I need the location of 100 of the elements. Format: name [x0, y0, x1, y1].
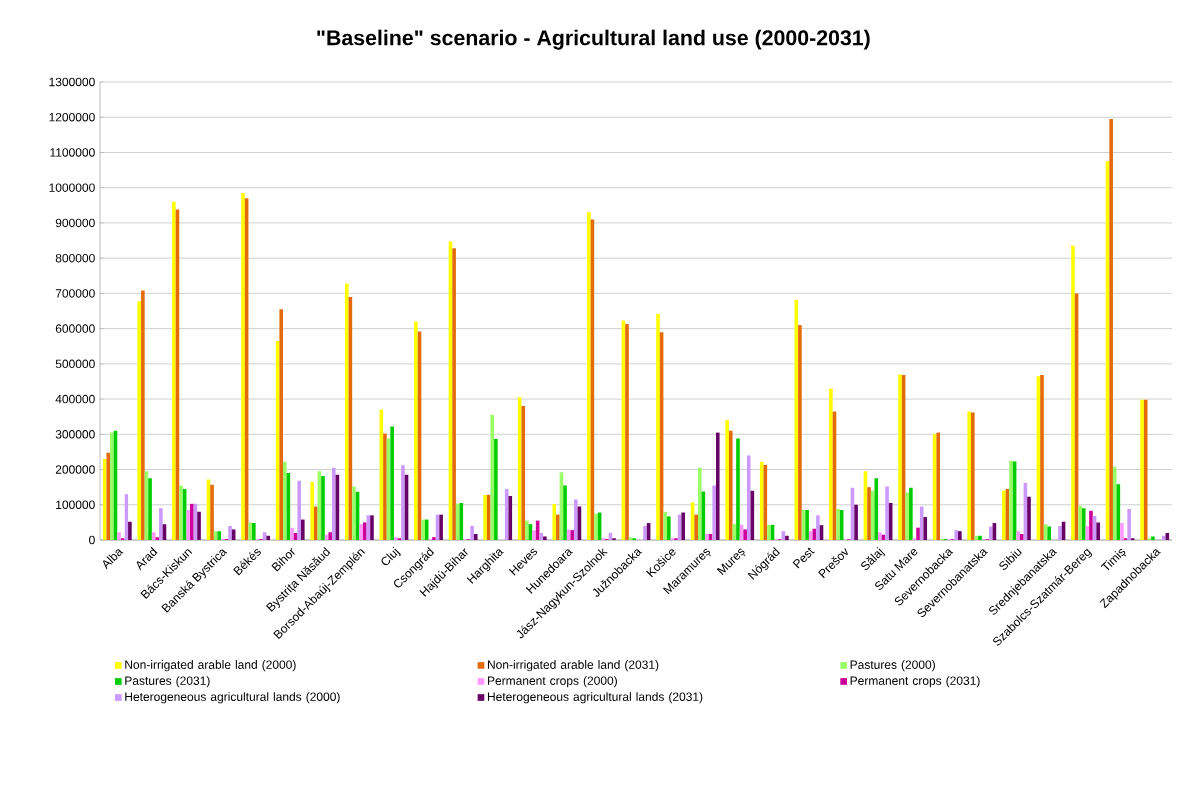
bar: [836, 509, 840, 540]
bar: [508, 495, 513, 540]
bar: [798, 325, 802, 540]
bar: [829, 388, 833, 540]
legend-label: Permanent crops (2031): [850, 676, 980, 688]
bar: [197, 511, 201, 540]
bar: [628, 537, 633, 540]
bar: [359, 524, 363, 540]
bar: [574, 499, 578, 540]
bar: [767, 524, 771, 540]
bar: [808, 531, 813, 540]
bar: [228, 525, 232, 540]
bar: [681, 512, 685, 540]
x-tick-label: Alba: [103, 549, 124, 570]
legend-label: Permanent crops (2000): [487, 676, 617, 688]
bar: [310, 481, 314, 540]
bar: [898, 374, 902, 540]
bar: [210, 484, 214, 540]
bar: [643, 525, 647, 540]
legend-label: Non-irrigated arable land (2000): [125, 660, 296, 672]
bar: [452, 248, 456, 540]
bar: [1120, 523, 1124, 540]
bar: [967, 411, 972, 540]
bar: [424, 519, 429, 540]
bar: [570, 530, 575, 540]
bar: [736, 438, 740, 540]
bar: [290, 527, 294, 540]
bar: [1078, 505, 1082, 540]
bar: [1151, 536, 1155, 540]
bar: [266, 535, 271, 540]
bar: [393, 537, 398, 540]
bar: [473, 534, 478, 540]
bar: [854, 504, 858, 540]
bar: [117, 532, 121, 540]
legend-label: Pastures (2000): [850, 660, 935, 672]
bar: [587, 212, 591, 540]
bar: [666, 516, 671, 540]
bar: [905, 492, 910, 540]
legend-label: Heterogeneous agricultural lands (2000): [125, 692, 340, 704]
bar: [1027, 496, 1031, 540]
bar: [141, 290, 145, 540]
bar: [321, 475, 325, 540]
bar: [439, 514, 443, 540]
y-tick-label: 400000: [55, 394, 95, 404]
bar: [155, 537, 160, 540]
bar: [110, 432, 114, 540]
bar: [401, 465, 405, 540]
y-tick-label: 900000: [55, 218, 95, 228]
bar: [279, 309, 283, 540]
bar: [725, 420, 729, 540]
bar: [1081, 508, 1086, 540]
bar: [414, 321, 418, 540]
bar: [978, 535, 982, 540]
y-tick-label: 500000: [55, 359, 95, 369]
bar: [805, 510, 809, 540]
bar: [1112, 466, 1117, 540]
bar: [1002, 490, 1006, 540]
bar: [186, 510, 191, 540]
bar: [694, 514, 698, 540]
bar: [705, 534, 709, 540]
bar: [328, 532, 332, 540]
bar: [490, 414, 495, 540]
bar: [483, 494, 487, 540]
bar: [1109, 118, 1113, 540]
bar: [746, 455, 751, 540]
bar: [885, 486, 889, 540]
bar: [712, 485, 716, 540]
bar: [663, 511, 667, 540]
bar: [816, 515, 820, 540]
bar: [252, 523, 256, 540]
bar: [1089, 510, 1093, 540]
y-tick-label: 300000: [55, 430, 95, 439]
y-tick-label: 1200000: [49, 112, 95, 122]
bar: [525, 520, 529, 540]
bar: [958, 531, 962, 540]
bar: [594, 513, 598, 540]
bar: [759, 461, 764, 540]
bar: [625, 324, 629, 540]
bar: [543, 536, 547, 540]
bar: [172, 201, 176, 540]
y-tick-label: 1300000: [49, 77, 95, 87]
bar: [1058, 525, 1062, 540]
bar: [1020, 534, 1024, 540]
bar: [1071, 245, 1075, 540]
bar: [552, 504, 557, 540]
y-tick-label: 700000: [55, 289, 95, 298]
bar: [313, 506, 318, 540]
bar: [521, 406, 526, 540]
bar: [1140, 399, 1144, 540]
bar: [874, 478, 879, 540]
bar: [556, 514, 560, 540]
bar: [248, 522, 253, 540]
bar: [383, 433, 387, 540]
y-tick-label: 800000: [55, 253, 95, 263]
bar: [106, 452, 111, 540]
bar: [1143, 399, 1148, 540]
bar: [1096, 522, 1100, 540]
legend-label: Heterogeneous agricultural lands (2031): [487, 692, 703, 704]
bar: [1047, 526, 1051, 540]
bar: [344, 283, 349, 540]
